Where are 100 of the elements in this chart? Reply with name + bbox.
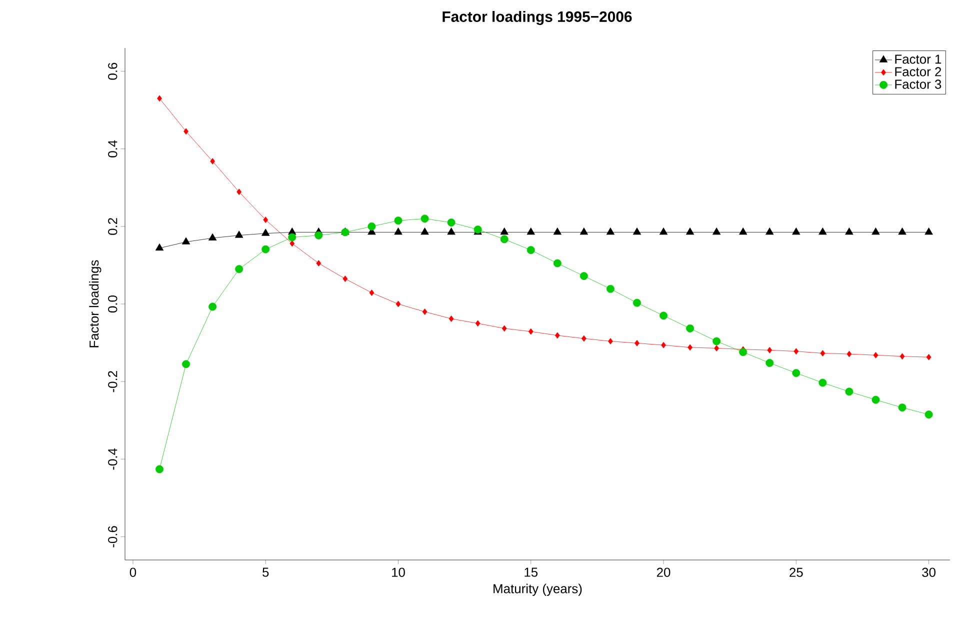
- point: [526, 228, 535, 235]
- point: [686, 324, 694, 332]
- point: [155, 243, 164, 251]
- point: [714, 345, 720, 352]
- x-tick-label: 25: [790, 568, 803, 577]
- point: [502, 325, 507, 332]
- point: [422, 308, 428, 315]
- point: [580, 228, 588, 235]
- legend-label: Factor 1: [895, 54, 942, 64]
- y-tick-label: -0.6: [108, 526, 118, 548]
- point: [632, 228, 642, 235]
- point: [792, 228, 800, 235]
- x-axis-title: Maturity (years): [494, 584, 582, 596]
- point: [633, 298, 641, 307]
- point: [818, 378, 827, 387]
- point: [288, 233, 296, 242]
- point: [263, 216, 268, 224]
- point: [528, 328, 534, 335]
- point: [792, 369, 800, 378]
- point: [898, 228, 906, 235]
- point: [208, 302, 217, 311]
- point: [234, 230, 244, 238]
- y-tick-label: 0.0: [108, 295, 118, 312]
- point: [900, 353, 905, 360]
- y-tick-label: -0.2: [108, 371, 118, 392]
- point: [314, 231, 323, 240]
- point: [845, 228, 854, 235]
- y-tick-label: 0.6: [108, 62, 118, 80]
- point: [235, 265, 244, 274]
- point: [872, 396, 880, 404]
- y-tick-label: 0.2: [108, 218, 118, 235]
- point: [661, 342, 666, 348]
- point: [553, 259, 562, 268]
- point: [394, 228, 402, 235]
- point: [634, 340, 640, 346]
- point: [316, 260, 322, 266]
- point: [262, 245, 270, 254]
- point: [553, 228, 562, 235]
- x-tick-label: 30: [922, 568, 936, 577]
- point: [712, 228, 721, 235]
- point: [845, 388, 854, 396]
- point: [660, 312, 668, 320]
- point: [500, 235, 508, 244]
- point: [688, 344, 692, 351]
- x-tick-label: 0: [130, 568, 136, 577]
- point: [580, 272, 588, 280]
- y-tick-label: -0.4: [108, 448, 118, 470]
- y-tick-label: 0.4: [108, 140, 118, 158]
- point: [290, 240, 295, 247]
- point: [766, 228, 774, 235]
- x-tick-label: 10: [392, 568, 405, 577]
- point: [739, 228, 748, 235]
- point: [156, 465, 164, 474]
- point: [369, 290, 374, 296]
- point: [184, 128, 188, 135]
- point: [846, 350, 852, 358]
- point: [872, 228, 880, 235]
- x-tick-label: 15: [524, 568, 538, 577]
- x-tick-label: 20: [656, 568, 670, 577]
- point: [262, 228, 270, 236]
- point: [767, 346, 772, 354]
- point: [526, 246, 535, 254]
- x-tick-label: 5: [262, 568, 269, 577]
- point: [686, 228, 694, 235]
- point: [606, 228, 615, 235]
- point: [659, 228, 668, 235]
- point: [210, 158, 215, 164]
- point: [447, 218, 456, 227]
- point: [157, 95, 162, 102]
- point: [873, 352, 878, 358]
- point: [554, 332, 560, 339]
- point: [420, 228, 429, 235]
- point: [924, 228, 933, 235]
- point: [818, 228, 827, 235]
- point: [820, 350, 826, 356]
- point: [208, 233, 217, 240]
- point: [606, 284, 614, 293]
- point: [236, 188, 242, 196]
- point: [739, 348, 748, 356]
- point: [766, 358, 774, 367]
- point: [475, 320, 480, 327]
- point: [712, 337, 721, 346]
- point: [500, 228, 508, 235]
- point: [368, 222, 376, 230]
- legend-label: Factor 3: [895, 80, 942, 89]
- y-axis-title: Factor loadings: [89, 260, 102, 348]
- point: [581, 335, 586, 342]
- legend-label: Factor 2: [895, 67, 942, 76]
- point: [396, 300, 401, 308]
- point: [342, 276, 348, 282]
- point: [926, 354, 932, 360]
- point: [447, 228, 456, 235]
- point: [794, 348, 799, 354]
- point: [182, 237, 190, 244]
- point: [420, 214, 429, 223]
- point: [924, 410, 933, 419]
- point: [394, 216, 402, 225]
- point: [182, 360, 190, 368]
- point: [898, 404, 906, 412]
- point: [448, 316, 454, 322]
